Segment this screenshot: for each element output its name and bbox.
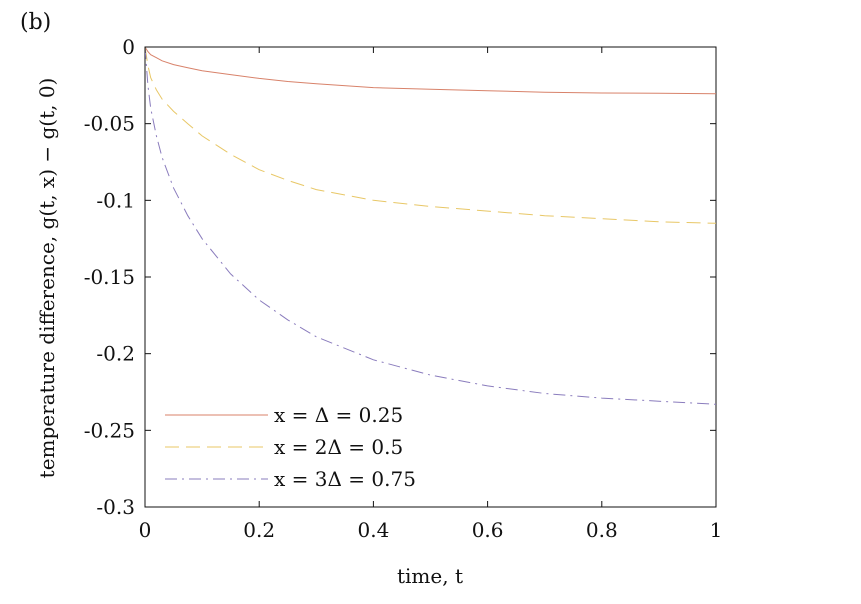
y-tick-label: -0.15 bbox=[84, 265, 135, 289]
legend-label-1: x = Δ = 0.25 bbox=[274, 403, 403, 427]
legend: x = Δ = 0.25 x = 2Δ = 0.5 x = 3Δ = 0.75 bbox=[165, 403, 416, 491]
series-layer bbox=[144, 46, 717, 405]
x-tick-label: 0.8 bbox=[586, 518, 618, 542]
plot-area bbox=[144, 46, 717, 508]
series-line-1 bbox=[144, 46, 717, 95]
x-tick-label: 0 bbox=[139, 518, 152, 542]
y-tick-label: -0.1 bbox=[96, 188, 135, 212]
legend-label-2: x = 2Δ = 0.5 bbox=[274, 435, 403, 459]
panel-label: (b) bbox=[20, 10, 52, 35]
x-axis-title: time, t bbox=[397, 564, 463, 588]
y-tick-label: -0.3 bbox=[96, 495, 135, 519]
y-tick-label: -0.25 bbox=[84, 418, 135, 442]
x-tick-label: 0.4 bbox=[357, 518, 389, 542]
y-tick-label: -0.2 bbox=[96, 342, 135, 366]
x-tick-label: 0.2 bbox=[243, 518, 275, 542]
series-line-2 bbox=[144, 46, 717, 224]
legend-label-3: x = 3Δ = 0.75 bbox=[274, 467, 416, 491]
y-tick-label: -0.05 bbox=[84, 112, 135, 136]
x-tick-label: 1 bbox=[710, 518, 723, 542]
x-tick-label: 0.6 bbox=[472, 518, 504, 542]
y-axis-title: temperature difference, g(t, x) − g(t, 0… bbox=[35, 78, 59, 479]
plot-frame bbox=[144, 46, 717, 508]
y-tick-label: 0 bbox=[122, 35, 135, 59]
series-line-3 bbox=[144, 46, 717, 405]
tick-layer: 0 0.2 0.4 0.6 0.8 1 0 -0.05 -0.1 -0.15 -0.2 -0.25 -0… bbox=[84, 35, 723, 542]
